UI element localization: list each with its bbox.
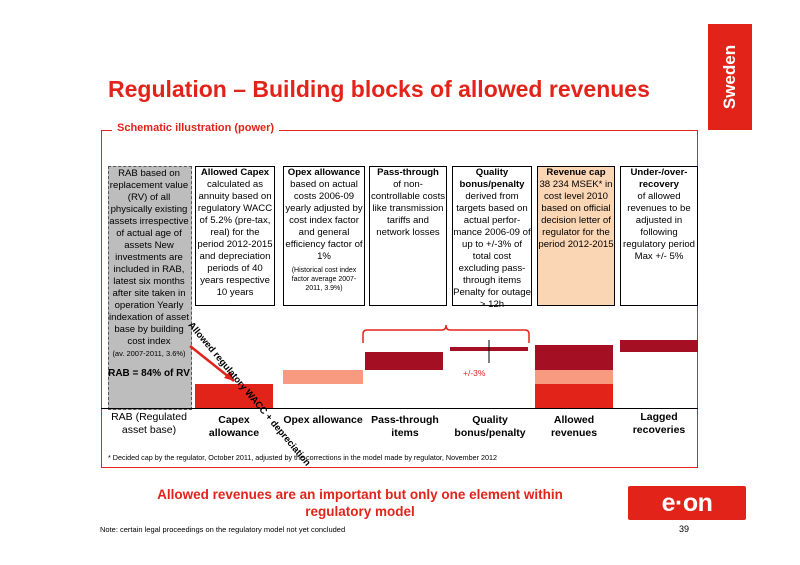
passthrough-bar [365,352,443,370]
revenue-cap-box: Revenue cap 38 234 MSEK* in cost level 2… [537,166,615,306]
allowed-revenues-opex [535,370,613,384]
eon-logo: e·on [628,486,746,520]
recovery-body: of allowed revenues to be adjusted in fo… [623,191,695,262]
pm-label: +/-3% [463,368,486,378]
capex-title: Allowed Capex [200,167,270,178]
capex-box: Allowed Capex calculated as annuity base… [195,166,275,306]
grouping-brace [362,324,530,343]
opex-title: Opex allowance [287,167,361,178]
capex-body: calculated as annuity based on regulator… [197,179,273,298]
footnote: * Decided cap by the regulator, October … [108,453,498,462]
legal-note: Note: certain legal proceedings on the r… [100,525,346,534]
page-number: 39 [679,524,690,534]
rab-arrow-head [224,371,234,381]
allowed-revenues-quality [535,367,613,370]
opex-small: (Historical cost index factor average 20… [291,267,357,292]
axis-label-capex: Capex allowance [208,414,260,439]
quality-title: Quality bonus/penalty [459,167,525,190]
passthrough-box: Pass-through of non-controllable costs l… [369,166,447,306]
passthrough-body: of non-controllable costs like transmiss… [370,179,446,238]
rab-description: RAB based on replacement value (RV) of a… [108,168,190,380]
axis-label-rab: RAB (Regulated asset base) [111,411,187,436]
axis-label-passthrough: Pass-through items [371,414,439,439]
recovery-box: Under-/over-recovery of allowed revenues… [620,166,698,306]
allowed-revenues-passthrough [535,345,613,367]
lagged-recoveries-bar [620,340,698,352]
axis-line [101,408,698,409]
passthrough-title: Pass-through [377,167,439,178]
opex-bar [283,370,363,384]
axis-label-allowed: Allowed revenues [550,414,598,439]
frame-label: Schematic illustration (power) [112,122,280,134]
conclusion-text: Allowed revenues are an important but on… [157,487,563,519]
revenue-cap-title: Revenue cap [546,167,606,178]
rab-small: (av. 2007-2011, 3.6%) [112,349,186,358]
revenue-cap-body: 38 234 MSEK* in cost level 2010 based on… [538,179,614,250]
allowed-revenues-capex [535,384,613,408]
rab-column [108,166,192,410]
opex-body: based on actual costs 2006-09 yearly adj… [285,179,363,262]
axis-label-lagged: Lagged recoveries [632,411,686,436]
page-title: Regulation – Building blocks of allowed … [108,76,650,102]
recovery-title: Under-/over-recovery [630,167,688,190]
quality-body: derived from targets based on actual per… [453,191,531,310]
opex-box: Opex allowance based on actual costs 200… [283,166,365,306]
axis-label-opex: Opex allowance [283,414,363,426]
quality-box: Quality bonus/penalty derived from targe… [452,166,532,310]
axis-label-quality: Quality bonus/penalty [454,414,526,439]
rab-text: RAB based on replacement value (RV) of a… [108,168,189,347]
rab-percentage: RAB = 84% of RV [108,368,190,379]
logo-text: e·on [661,489,713,517]
capex-bar [195,384,273,408]
country-tab: Sweden [708,24,752,130]
